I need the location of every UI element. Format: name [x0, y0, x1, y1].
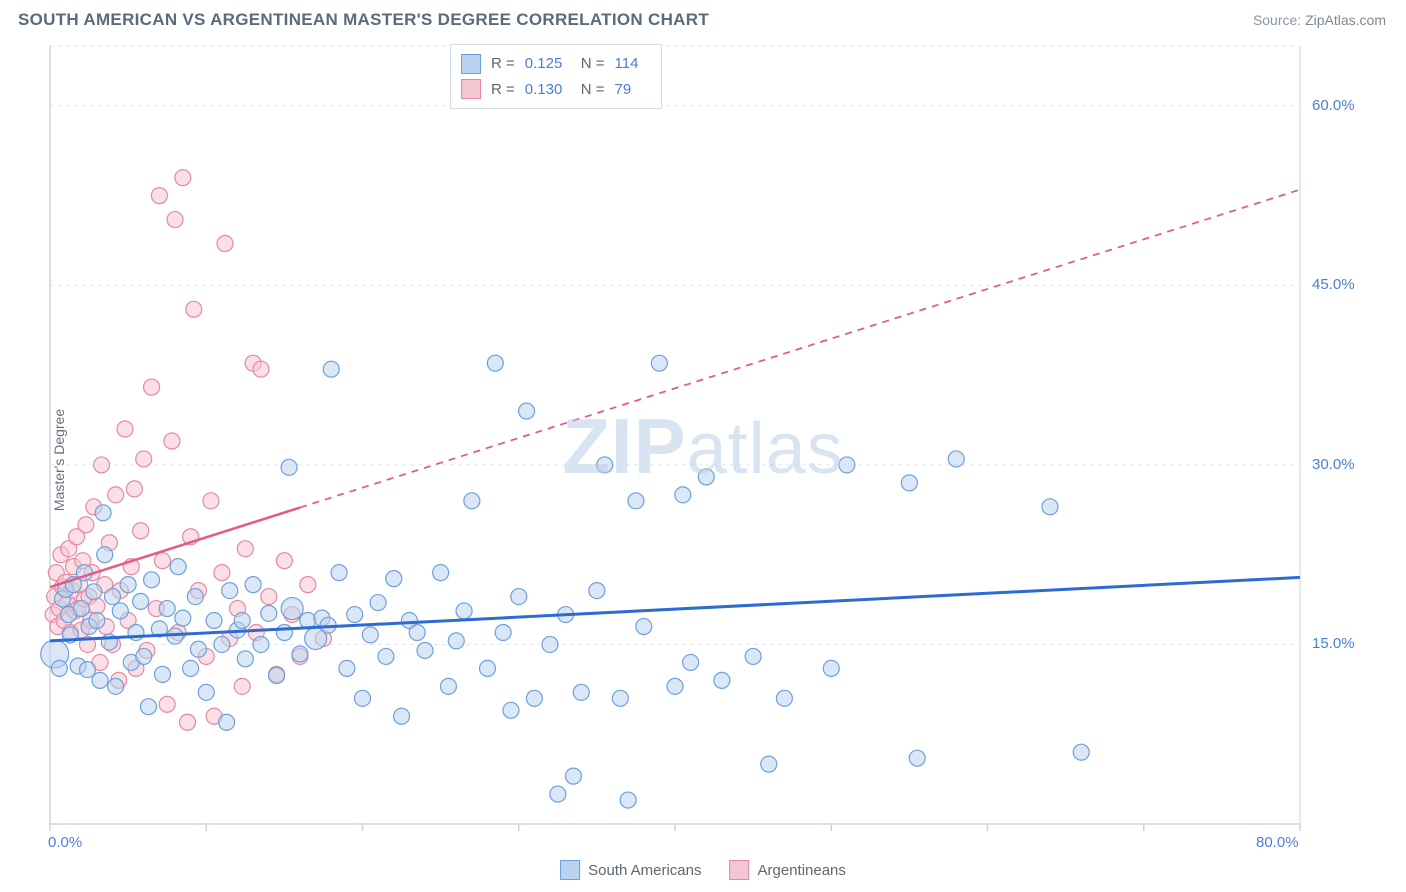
legend-swatch: [461, 54, 481, 74]
x-tick-label: 80.0%: [1256, 834, 1299, 878]
r-value: 0.125: [525, 51, 571, 77]
y-axis-label: Master's Degree: [51, 409, 67, 511]
legend-swatch: [461, 79, 481, 99]
x-tick-label: 0.0%: [48, 834, 82, 878]
scatter-chart: [0, 36, 1406, 884]
r-value: 0.130: [525, 77, 571, 103]
y-tick-label: 60.0%: [1312, 97, 1356, 114]
source-link[interactable]: ZipAtlas.com: [1305, 12, 1386, 28]
legend-label: South Americans: [588, 862, 701, 879]
legend-label: Argentineans: [758, 862, 846, 879]
y-tick-label: 15.0%: [1312, 635, 1356, 652]
legend-item: South Americans: [560, 860, 701, 880]
stats-legend: R =0.125N =114R =0.130N =79: [450, 44, 662, 109]
series-legend: South Americans Argentineans: [560, 860, 846, 880]
n-value: 114: [615, 51, 647, 77]
y-tick-label: 30.0%: [1312, 456, 1356, 473]
chart-container: ZIPatlas Master's Degree R =0.125N =114R…: [0, 36, 1406, 884]
legend-swatch: [730, 860, 750, 880]
stats-row: R =0.130N =79: [461, 77, 647, 103]
source-attribution: Source: ZipAtlas.com: [1253, 12, 1386, 28]
stats-row: R =0.125N =114: [461, 51, 647, 77]
legend-item: Argentineans: [730, 860, 846, 880]
y-tick-label: 45.0%: [1312, 276, 1356, 293]
chart-title: SOUTH AMERICAN VS ARGENTINEAN MASTER'S D…: [18, 10, 709, 30]
legend-swatch: [560, 860, 580, 880]
n-value: 79: [615, 77, 647, 103]
